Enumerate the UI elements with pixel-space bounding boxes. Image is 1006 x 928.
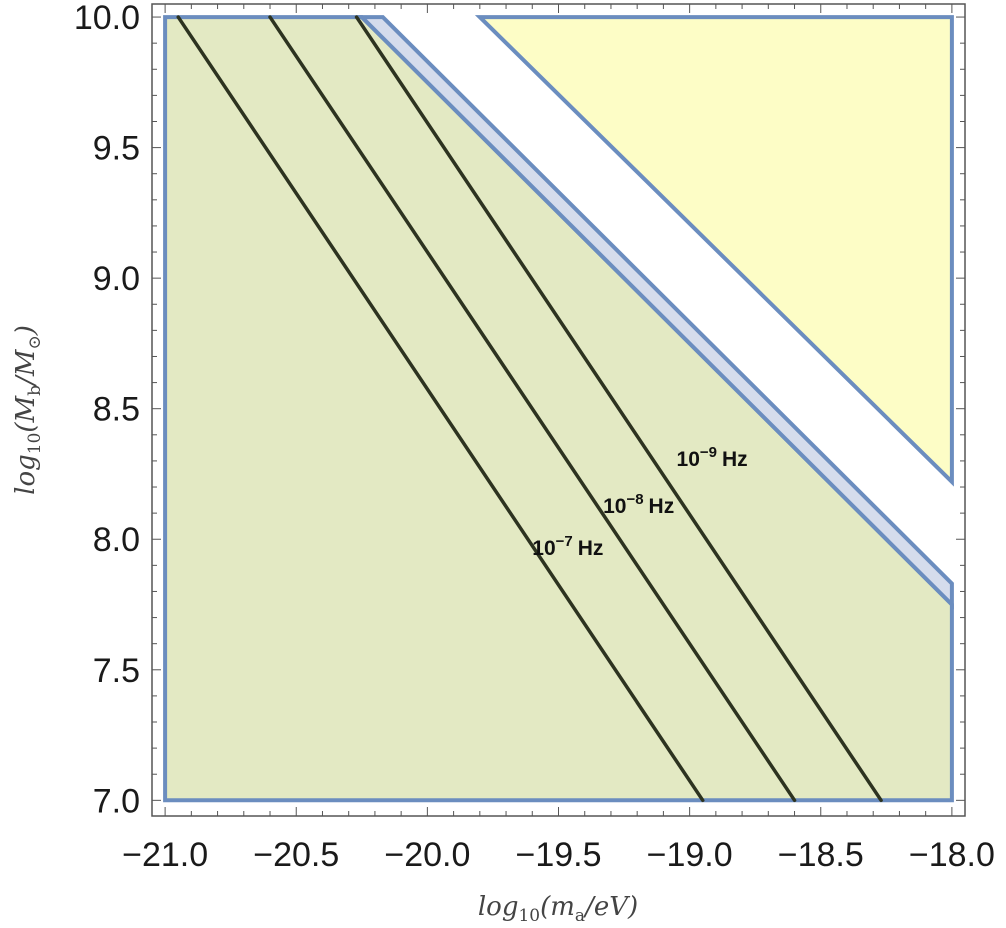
x-axis-title: log10(ma/eV) [478,892,638,926]
frequency-line-3 [354,15,883,803]
y-tick-label: 8.5 [93,391,140,429]
region-2 [356,15,954,610]
frequency-line-2 [268,15,797,803]
y-tick-label: 7.5 [93,652,140,690]
y-axis-title: log10(Mb/M⊙) [11,325,45,495]
frequency-line-1 [176,15,705,803]
frequency-label-3: 10−9 Hz [677,444,748,471]
y-tick-label: 9.5 [93,130,140,168]
ticks-layer [152,4,965,816]
x-tick-label: −19.5 [515,836,601,874]
frequency-label-2: 10−8 Hz [603,491,674,518]
y-tick-label: 10.0 [74,0,140,37]
x-tick-label: −21.0 [122,836,208,874]
y-tick-label: 8.0 [93,521,140,559]
x-tick-label: −18.0 [909,836,995,874]
y-tick-label: 7.0 [93,782,140,820]
regions-layer [163,15,954,803]
tick-labels-layer: −21.0 −20.5 −20.0 −19.5 −19.0 −18.5 −18.0 7.0 7.… [74,0,995,874]
x-tick-label: −20.5 [253,836,339,874]
region-3 [474,15,954,487]
lines-layer [176,15,883,803]
x-tick-label: −18.5 [778,836,864,874]
x-tick-label: −19.0 [647,836,733,874]
y-tick-label: 9.0 [93,260,140,298]
frequency-label-1: 10−7 Hz [532,533,603,560]
x-tick-label: −20.0 [384,836,470,874]
